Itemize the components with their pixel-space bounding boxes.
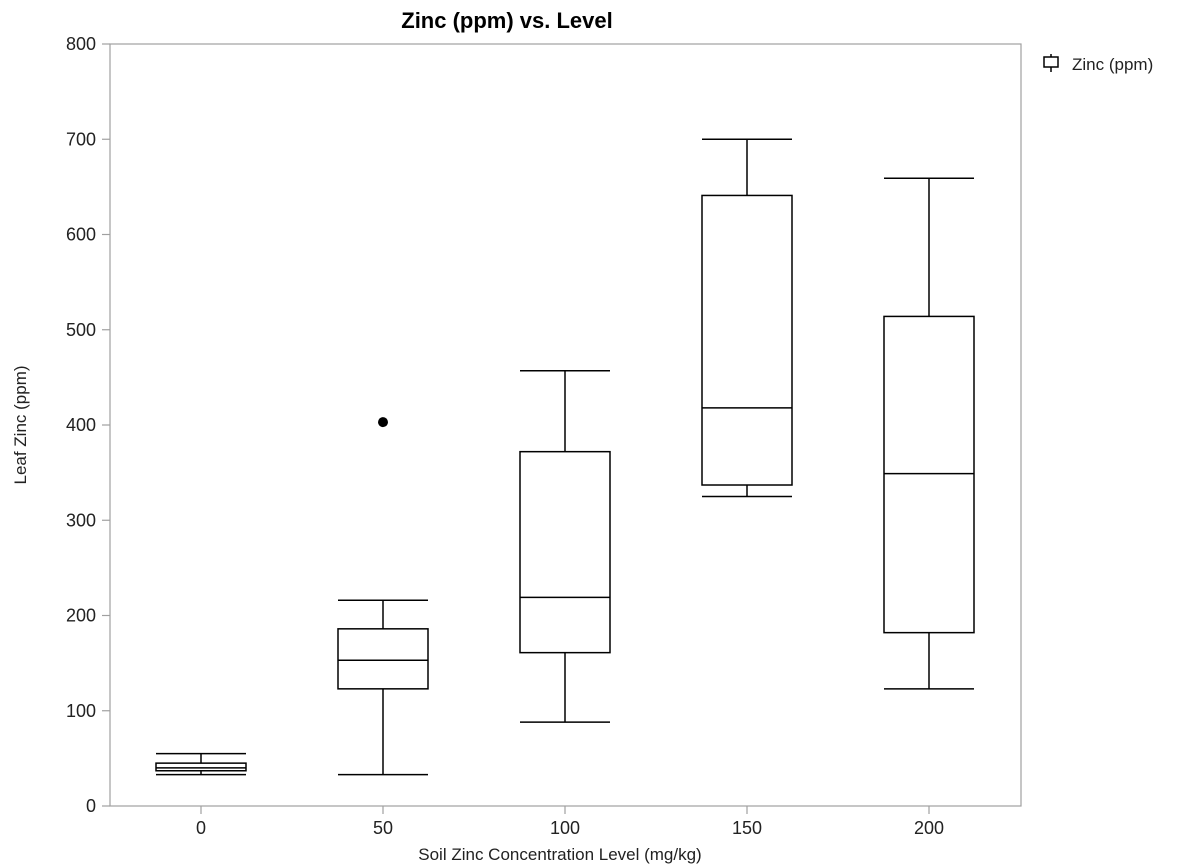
y-axis: 0 100 200 300 400 500 600 700 800 xyxy=(66,34,110,816)
legend: Zinc (ppm) xyxy=(1043,54,1153,74)
y-tick-label: 300 xyxy=(66,510,96,530)
outlier-point xyxy=(378,417,388,428)
chart-title: Zinc (ppm) vs. Level xyxy=(401,8,613,33)
iqr-box xyxy=(883,315,975,634)
x-tick-label: 150 xyxy=(732,818,762,838)
box-150 xyxy=(701,138,793,498)
legend-entry-zinc: Zinc (ppm) xyxy=(1072,55,1153,74)
iqr-box xyxy=(519,450,611,654)
y-tick-label: 500 xyxy=(66,320,96,340)
x-tick-label: 100 xyxy=(550,818,580,838)
y-tick-label: 0 xyxy=(86,796,96,816)
y-tick-label: 800 xyxy=(66,34,96,54)
iqr-box xyxy=(155,762,247,772)
legend-box-icon xyxy=(1043,56,1059,68)
y-axis-label: Leaf Zinc (ppm) xyxy=(11,365,30,484)
box-series xyxy=(155,138,975,776)
x-axis: 0 50 100 150 200 xyxy=(196,806,944,838)
iqr-box xyxy=(701,194,793,486)
box-100 xyxy=(519,369,611,723)
box-50 xyxy=(337,417,429,776)
x-tick-label: 0 xyxy=(196,818,206,838)
x-axis-label: Soil Zinc Concentration Level (mg/kg) xyxy=(418,845,701,864)
y-tick-label: 400 xyxy=(66,415,96,435)
y-tick-label: 100 xyxy=(66,701,96,721)
iqr-box xyxy=(337,628,429,690)
box-200 xyxy=(883,177,975,690)
y-tick-label: 200 xyxy=(66,606,96,626)
x-tick-label: 50 xyxy=(373,818,393,838)
x-tick-label: 200 xyxy=(914,818,944,838)
y-tick-label: 700 xyxy=(66,129,96,149)
box-0 xyxy=(155,752,247,776)
y-tick-label: 600 xyxy=(66,225,96,245)
